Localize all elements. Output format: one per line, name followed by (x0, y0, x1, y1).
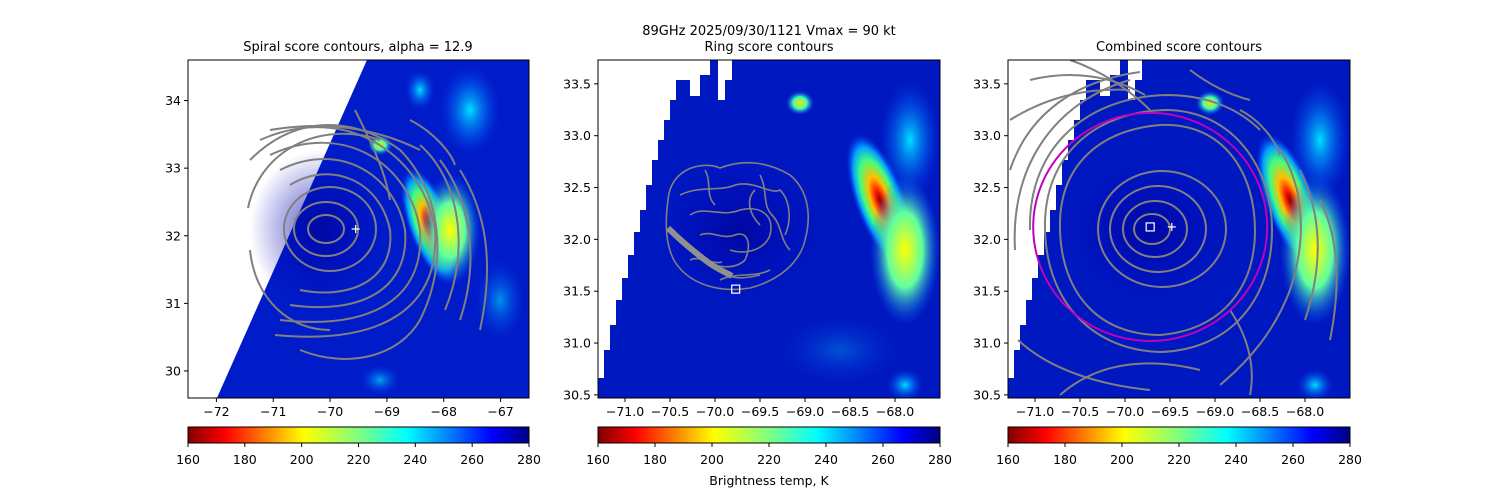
panel-ring: Ring score contours (563, 40, 941, 419)
center-plus-marker (351, 225, 360, 233)
panel-title: Ring score contours (704, 40, 833, 55)
y-tick-label: 32 (165, 228, 181, 243)
y-tick-label: 32.5 (563, 180, 591, 195)
x-tick-label: −67 (487, 404, 513, 419)
colorbar-tick-label: 200 (700, 452, 724, 467)
colorbar-tick-label: 240 (1224, 452, 1248, 467)
panel-combined: Combined score contours (973, 40, 1351, 419)
x-axis-ticks: −71.0 −70.5 −70.0 −69.5 −69.0 −68.5 −68.0 (1016, 398, 1324, 419)
marker-layer (731, 284, 741, 294)
colorbar-tick-label: 260 (1281, 452, 1305, 467)
y-tick-label: 31.5 (563, 284, 591, 299)
x-tick-label: −70.5 (651, 404, 689, 419)
center-square-marker (1145, 222, 1155, 232)
x-tick-label: −68.5 (831, 404, 869, 419)
colorbar-tick-label: 240 (814, 452, 838, 467)
spiral-contours (247, 109, 488, 360)
x-tick-label: −68 (431, 404, 457, 419)
x-tick-label: −70.0 (1106, 404, 1144, 419)
heatmap-bands (217, 60, 529, 398)
x-tick-label: −69 (374, 404, 400, 419)
x-tick-label: −69.5 (741, 404, 779, 419)
x-tick-label: −71.0 (606, 404, 644, 419)
center-plus-marker (1167, 222, 1176, 231)
y-tick-label: 31.0 (973, 336, 1001, 351)
x-tick-label: −72 (203, 404, 229, 419)
marker-layer (351, 225, 360, 233)
colorbar-tick-label: 280 (928, 452, 952, 467)
panel-title: Spiral score contours, alpha = 12.9 (243, 40, 472, 55)
y-tick-label: 33.5 (563, 76, 591, 91)
colorbar-tick-label: 180 (643, 452, 667, 467)
x-tick-label: −71.0 (1016, 404, 1054, 419)
center-square-marker (731, 284, 741, 294)
colorbar-label: Brightness temp, K (709, 473, 829, 488)
colorbar-tick-label: 220 (347, 452, 371, 467)
y-tick-label: 32.0 (563, 232, 591, 247)
colorbar-tick-label: 240 (403, 452, 427, 467)
plot-frame (597, 59, 941, 399)
colorbar-tick-label: 160 (996, 452, 1020, 467)
colorbar-tick-label: 200 (290, 452, 314, 467)
panel-spiral: Spiral score contours, alpha = 12.9 (165, 40, 530, 419)
y-tick-label: 30.5 (563, 387, 591, 402)
y-tick-label: 33.0 (973, 128, 1001, 143)
x-tick-label: −68.0 (876, 404, 914, 419)
y-tick-label: 31 (165, 296, 181, 311)
y-axis-ticks: 30.5 31.0 31.5 32.0 32.5 33.0 33.5 (563, 76, 598, 402)
combined-contours (1009, 60, 1338, 396)
x-tick-label: −70 (317, 404, 343, 419)
y-tick-label: 31.0 (563, 336, 591, 351)
radius-circle (1032, 111, 1269, 342)
colorbar-tick-label: 260 (460, 452, 484, 467)
colorbar-tick-label: 220 (757, 452, 781, 467)
y-tick-label: 30.5 (973, 387, 1001, 402)
panel-title: Combined score contours (1096, 40, 1262, 55)
colorbar-tick-label: 180 (1053, 452, 1077, 467)
ring-contours (665, 161, 810, 291)
y-tick-label: 32.0 (973, 232, 1001, 247)
x-tick-label: −68.5 (1241, 404, 1279, 419)
colorbar-tick-label: 160 (176, 452, 200, 467)
y-tick-label: 33 (165, 161, 181, 176)
x-tick-label: −70.5 (1061, 404, 1099, 419)
colorbar-tick-label: 280 (517, 452, 541, 467)
ring-contour-dense-segment (665, 225, 734, 279)
y-tick-label: 34 (165, 93, 181, 108)
y-tick-label: 30 (165, 363, 181, 378)
x-axis-ticks: −71.0 −70.5 −70.0 −69.5 −69.0 −68.5 −68.0 (606, 398, 914, 419)
marker-layer (1145, 222, 1176, 232)
colorbar-tick-label: 260 (871, 452, 895, 467)
x-tick-label: −69.0 (786, 404, 824, 419)
y-tick-label: 33.5 (973, 76, 1001, 91)
colorbar-tick-label: 180 (233, 452, 257, 467)
colorbar-tick-label: 160 (586, 452, 610, 467)
y-tick-label: 33.0 (563, 128, 591, 143)
colorbar-tick-label: 220 (1167, 452, 1191, 467)
x-tick-label: −69.5 (1151, 404, 1189, 419)
heatmap-bands (660, 80, 940, 398)
y-tick-label: 31.5 (973, 284, 1001, 299)
colorbar-2: 160 180 200 220 240 260 280 Brightness temp, K (586, 426, 952, 488)
y-axis-ticks: 30.5 31.0 31.5 32.0 32.5 33.0 33.5 (973, 76, 1008, 402)
x-tick-label: −68.0 (1286, 404, 1324, 419)
colorbar-tick-label: 280 (1338, 452, 1362, 467)
x-tick-label: −71 (260, 404, 286, 419)
x-tick-label: −69.0 (1196, 404, 1234, 419)
x-axis-ticks: −72 −71 −70 −69 −68 −67 (203, 398, 514, 419)
heatmap-field (217, 60, 529, 398)
heatmap-field (598, 60, 940, 398)
y-tick-label: 32.5 (973, 180, 1001, 195)
plot-frame (187, 59, 530, 399)
colorbar-1: 160 180 200 220 240 260 280 (176, 426, 541, 467)
heatmap-field (1008, 60, 1350, 398)
colorbar-3: 160 180 200 220 240 260 280 (996, 426, 1362, 467)
y-axis-ticks: 30 31 32 33 34 (165, 93, 188, 378)
plot-frame (1007, 59, 1351, 399)
figure-suptitle: 89GHz 2025/09/30/1121 Vmax = 90 kt (642, 24, 896, 39)
colorbar-tick-label: 200 (1110, 452, 1134, 467)
x-tick-label: −70.0 (696, 404, 734, 419)
